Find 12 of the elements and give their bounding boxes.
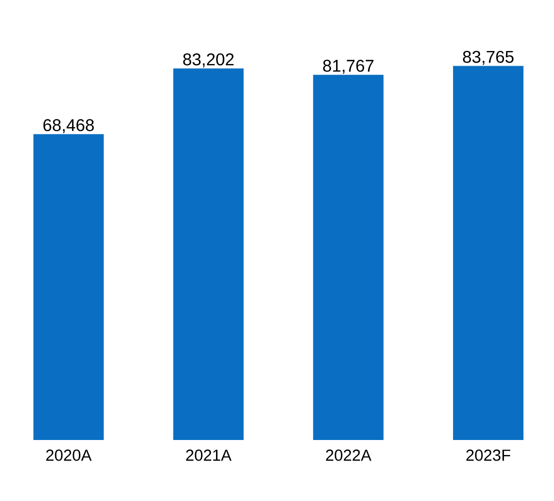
bar <box>453 66 524 440</box>
x-tick-label: 2021A <box>186 450 232 461</box>
data-label: 83,765 <box>462 50 514 65</box>
x-tick-label: 2023F <box>466 450 510 461</box>
data-label: 68,468 <box>43 119 94 134</box>
bar <box>173 68 244 440</box>
bar <box>313 74 384 440</box>
data-label: 83,202 <box>183 53 234 68</box>
x-tick-label: 2022A <box>326 450 372 461</box>
bar <box>33 134 104 440</box>
x-tick-label: 2020A <box>46 450 92 461</box>
data-label: 81,767 <box>323 60 374 74</box>
